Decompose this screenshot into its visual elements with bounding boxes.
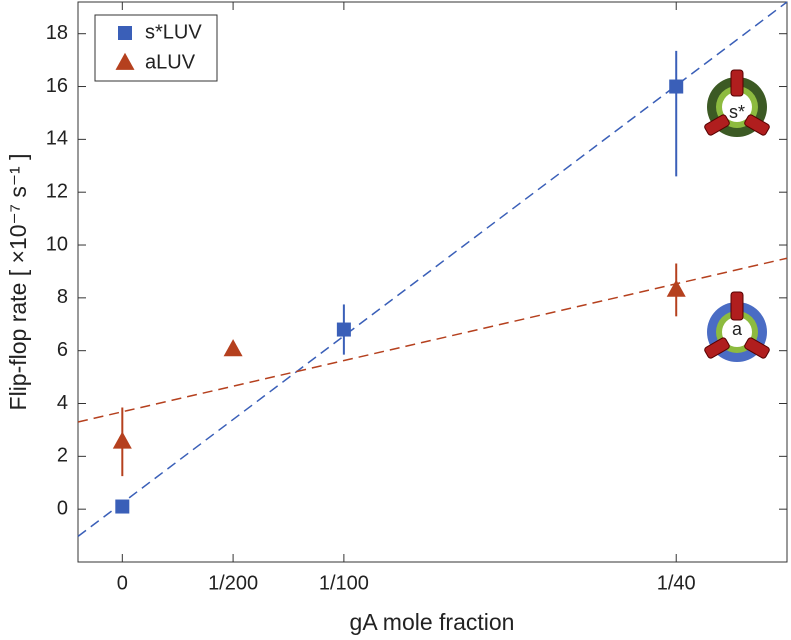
legend-label: aLUV [145,51,196,73]
x-tick-label: 1/100 [319,572,369,594]
icon-label: a [732,319,743,339]
y-tick-label: 16 [46,75,68,97]
point [115,499,130,514]
legend-marker [118,26,132,40]
y-tick-label: 4 [57,392,68,414]
y-tick-label: 12 [46,180,68,202]
point [666,279,686,297]
plot-frame [77,1,788,563]
legend-box [94,14,218,82]
y-tick-label: 8 [57,286,68,308]
x-axis-label: gA mole fraction [350,609,515,635]
x-tick-label: 1/40 [657,572,696,594]
fit-line [77,257,788,423]
x-tick-label: 1/200 [208,572,258,594]
legend-marker [115,52,135,70]
y-tick-label: 2 [57,445,68,467]
point [223,339,243,357]
point [336,322,351,337]
legend-label: s*LUV [145,21,202,43]
icon-s: s* [704,69,770,137]
y-axis-label: Flip-flop rate [ ×10⁻⁷ s⁻¹ ] [5,154,31,411]
icon-a: a [704,291,770,362]
y-tick-label: 0 [57,497,68,519]
x-tick-label: 0 [117,572,128,594]
y-tick-label: 14 [46,128,68,150]
point [112,431,132,449]
fit-line [77,1,788,537]
icon-label: s* [729,102,745,122]
y-tick-label: 18 [46,22,68,44]
y-tick-label: 6 [57,339,68,361]
point [669,79,684,94]
y-tick-label: 10 [46,233,68,255]
